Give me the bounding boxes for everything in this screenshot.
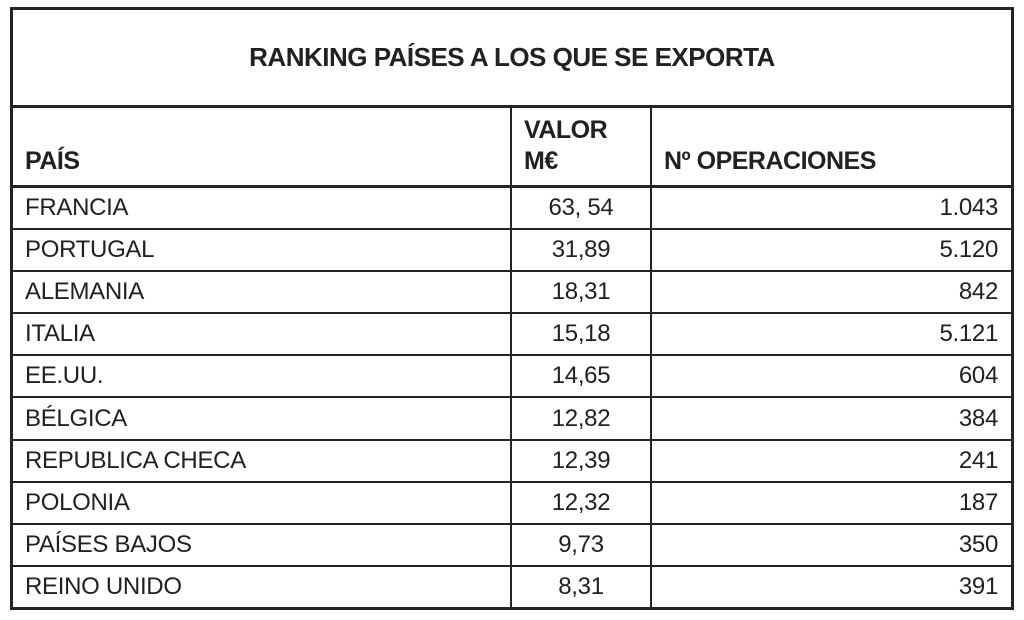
table-row: FRANCIA 63, 54 1.043: [13, 188, 1011, 231]
cell-operaciones: 5.121: [650, 314, 1011, 355]
table-row: EE.UU. 14,65 604: [13, 356, 1011, 399]
cell-valor: 31,89: [510, 230, 650, 271]
cell-pais: FRANCIA: [25, 194, 129, 222]
cell-pais: BÉLGICA: [25, 404, 127, 432]
export-ranking-table: RANKING PAÍSES A LOS QUE SE EXPORTA PAÍS…: [10, 7, 1014, 610]
cell-pais: ITALIA: [25, 320, 95, 348]
cell-pais: PAÍSES BAJOS: [25, 530, 192, 558]
column-header-pais-label: PAÍS: [25, 146, 80, 175]
column-header-operaciones-label: Nº OPERACIONES: [664, 146, 876, 175]
table-row: ALEMANIA 18,31 842: [13, 272, 1011, 315]
cell-valor: 8,31: [510, 566, 650, 607]
cell-pais: POLONIA: [25, 488, 130, 516]
cell-valor: 63, 54: [510, 188, 650, 229]
cell-operaciones: 5.120: [650, 230, 1011, 271]
cell-operaciones: 604: [650, 356, 1011, 397]
cell-operaciones: 241: [650, 440, 1011, 481]
table-body: FRANCIA 63, 54 1.043 PORTUGAL 31,89 5.12…: [13, 188, 1011, 607]
cell-pais: EE.UU.: [25, 362, 104, 390]
column-header-valor: VALOR M€: [510, 108, 650, 185]
table-row: PORTUGAL 31,89 5.120: [13, 230, 1011, 273]
cell-operaciones: 187: [650, 482, 1011, 523]
table-title: RANKING PAÍSES A LOS QUE SE EXPORTA: [249, 42, 775, 72]
cell-valor: 18,31: [510, 272, 650, 313]
cell-pais: PORTUGAL: [25, 236, 155, 264]
cell-pais: ALEMANIA: [25, 278, 144, 306]
table-row: REINO UNIDO 8,31 391: [13, 566, 1011, 607]
column-header-valor-line1: VALOR: [524, 116, 608, 144]
table-title-row: RANKING PAÍSES A LOS QUE SE EXPORTA: [13, 10, 1011, 108]
table-row: REPUBLICA CHECA 12,39 241: [13, 440, 1011, 483]
cell-operaciones: 384: [650, 398, 1011, 439]
cell-operaciones: 350: [650, 524, 1011, 565]
cell-pais: REINO UNIDO: [25, 572, 182, 600]
column-header-valor-line2: M€: [524, 146, 558, 175]
cell-valor: 12,39: [510, 440, 650, 481]
table-row: POLONIA 12,32 187: [13, 482, 1011, 525]
column-header-operaciones: Nº OPERACIONES: [650, 108, 1011, 185]
table-row: ITALIA 15,18 5.121: [13, 314, 1011, 357]
cell-valor: 12,32: [510, 482, 650, 523]
cell-valor: 9,73: [510, 524, 650, 565]
cell-valor: 12,82: [510, 398, 650, 439]
table-row: BÉLGICA 12,82 384: [13, 398, 1011, 441]
table-header-row: PAÍS VALOR M€ Nº OPERACIONES: [13, 108, 1011, 188]
cell-pais: REPUBLICA CHECA: [25, 446, 246, 474]
cell-valor: 15,18: [510, 314, 650, 355]
cell-operaciones: 391: [650, 566, 1011, 607]
column-header-pais: PAÍS: [13, 108, 510, 185]
table-row: PAÍSES BAJOS 9,73 350: [13, 524, 1011, 567]
cell-operaciones: 1.043: [650, 188, 1011, 229]
cell-valor: 14,65: [510, 356, 650, 397]
cell-operaciones: 842: [650, 272, 1011, 313]
